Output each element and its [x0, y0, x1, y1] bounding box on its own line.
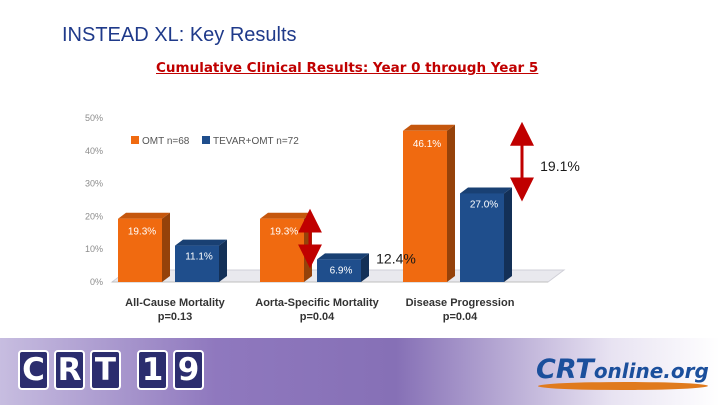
bar-chart: 0% 10% 20% 30% 40% 50% 19.3% 11.1% All-Cause Mo…: [85, 113, 580, 323]
bar-top: [403, 124, 455, 131]
data-label: 6.9%: [330, 265, 353, 276]
bar-side: [162, 212, 170, 282]
y-tick-label: 10%: [85, 244, 103, 254]
bar: [317, 259, 361, 282]
x-category-label: All-Cause Mortality: [125, 297, 226, 309]
swoosh-icon: [536, 382, 710, 390]
y-tick-label: 0%: [90, 277, 103, 287]
bar-top: [118, 212, 170, 219]
p-value-label: p=0.13: [158, 311, 193, 323]
legend-label: OMT n=68: [142, 136, 190, 147]
annotation-layer: 19.1% 12.4%: [298, 121, 580, 269]
crtonline-crt-text: CRT: [536, 354, 594, 385]
x-category-label: Aorta-Specific Mortality: [255, 297, 379, 309]
data-label: 11.1%: [185, 252, 213, 263]
bar: [260, 218, 304, 282]
bar-side: [361, 253, 369, 282]
label-layer: 19.3% 11.1% All-Cause Mortality p=0.13 19.3%…: [125, 139, 515, 323]
legend-label: TEVAR+OMT n=72: [213, 136, 299, 147]
legend-swatch: [131, 136, 139, 144]
data-label: 19.3%: [270, 227, 298, 238]
crt-logo-letter: T: [90, 350, 121, 390]
data-label: 27.0%: [470, 199, 498, 210]
bar-side: [219, 239, 227, 282]
y-tick-label: 30%: [85, 179, 103, 189]
bar-top: [460, 187, 512, 194]
data-label: 19.3%: [128, 227, 156, 238]
data-label: 46.1%: [413, 139, 441, 150]
y-tick-label: 50%: [85, 113, 103, 123]
crt-logo-digit: 1: [137, 350, 168, 390]
bar-top: [317, 253, 369, 260]
bar-top: [260, 212, 312, 219]
legend-swatch: [202, 136, 210, 144]
bar: [118, 218, 162, 282]
crt-logo-letter: C: [18, 350, 49, 390]
crtonline-logo: CRTonline.org: [536, 354, 710, 390]
x-category-label: Disease Progression: [406, 297, 515, 309]
difference-label: 12.4%: [376, 250, 416, 266]
legend: OMT n=68 TEVAR+OMT n=72: [131, 136, 299, 147]
crt19-logo: C R T 1 9: [18, 350, 204, 390]
p-value-label: p=0.04: [300, 311, 335, 323]
bar: [403, 130, 447, 282]
y-tick-label: 40%: [85, 146, 103, 156]
crt-logo-digit: 9: [173, 350, 204, 390]
difference-label: 19.1%: [540, 158, 580, 174]
bar-side: [504, 187, 512, 282]
bar: [460, 193, 504, 282]
y-tick-label: 20%: [85, 211, 103, 221]
crt-logo-letter: R: [54, 350, 85, 390]
footer-banner: C R T 1 9 CRTonline.org: [0, 338, 720, 405]
bar-side: [447, 124, 455, 283]
p-value-label: p=0.04: [443, 311, 478, 323]
chart-title: Cumulative Clinical Results: Year 0 thro…: [156, 60, 539, 76]
crtonline-domain-text: online.org: [593, 359, 709, 383]
bar-top: [175, 239, 227, 246]
bar-layer: [118, 124, 512, 283]
slide-title: INSTEAD XL: Key Results: [62, 24, 297, 46]
bar: [175, 245, 219, 282]
